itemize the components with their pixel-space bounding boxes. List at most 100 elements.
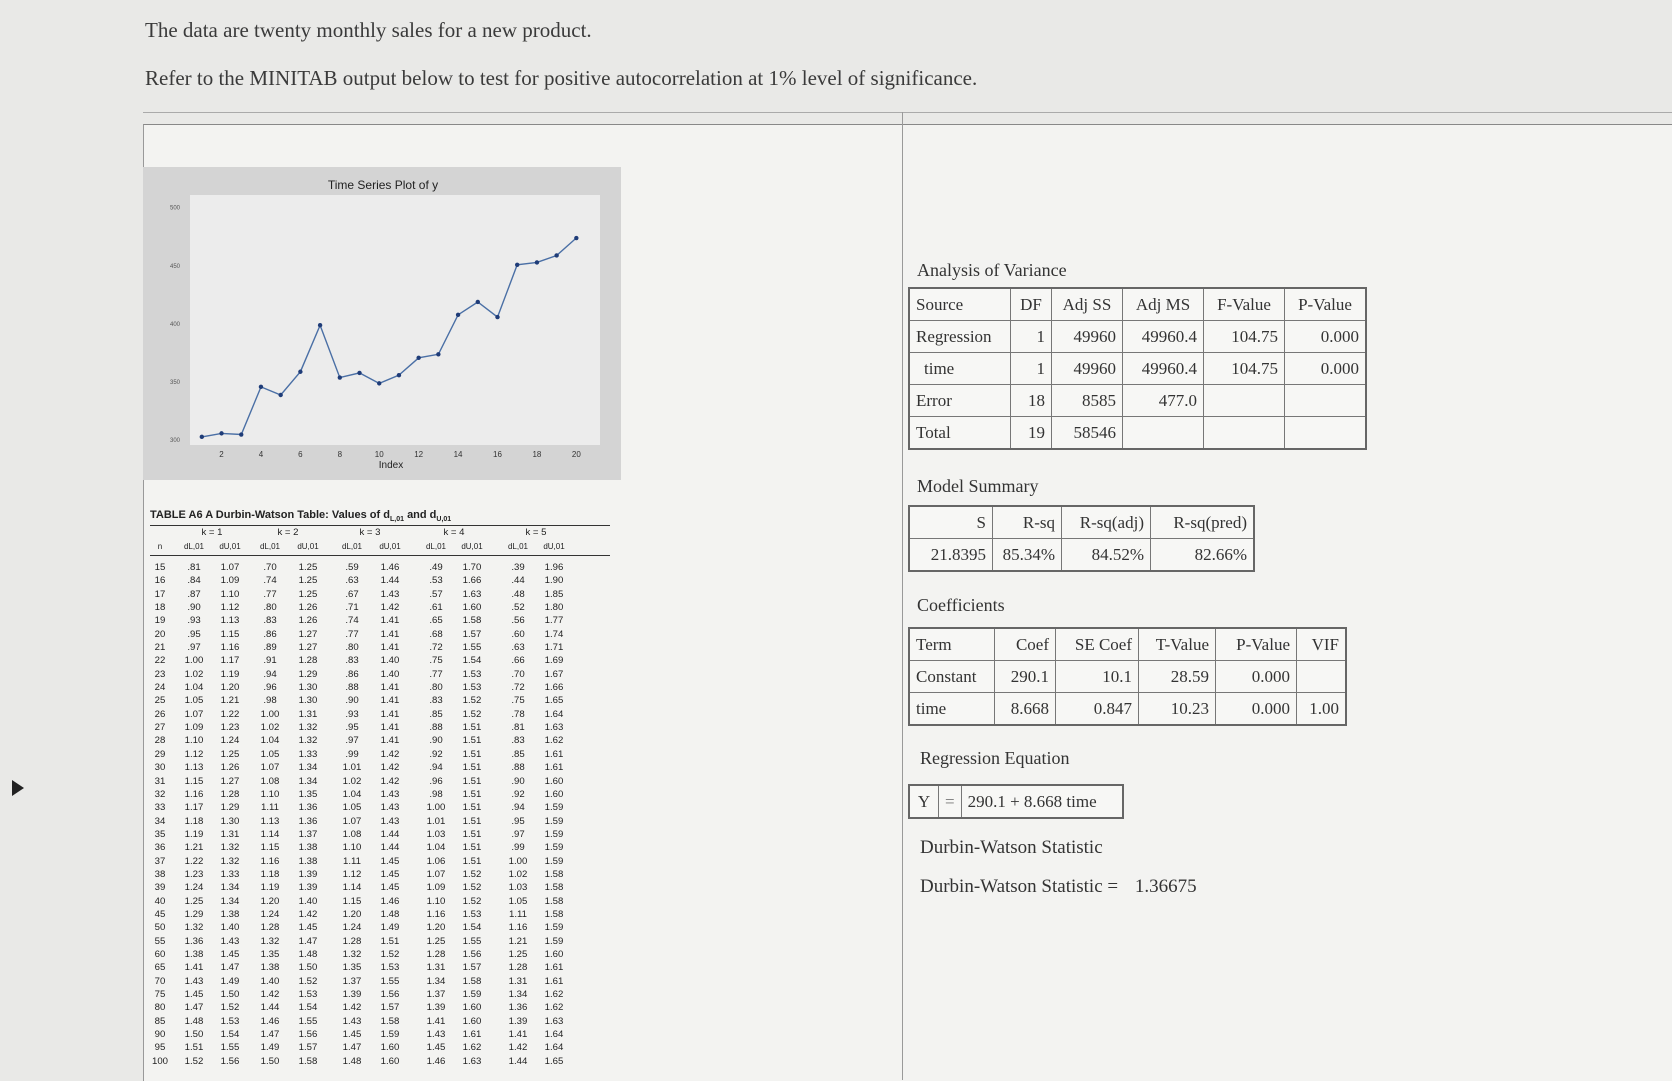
dw-cell: 1.40 bbox=[290, 895, 326, 908]
dw-cell: 1.41 bbox=[418, 1015, 454, 1028]
dw-cell: 1.41 bbox=[372, 708, 408, 721]
dw-cell: 39 bbox=[150, 881, 170, 894]
dw-cell: 1.52 bbox=[454, 868, 490, 881]
x-tick-label: 16 bbox=[493, 450, 502, 459]
dw-cell: 1.54 bbox=[212, 1028, 248, 1041]
dw-statistic-value: 1.36675 bbox=[1135, 876, 1197, 897]
dw-cell: .97 bbox=[176, 641, 212, 654]
dw-cell: .70 bbox=[252, 561, 288, 574]
x-tick-label: 8 bbox=[338, 450, 343, 459]
dw-cell: .89 bbox=[252, 641, 288, 654]
dw-cell: 1.15 bbox=[334, 895, 370, 908]
dw-cell: 1.39 bbox=[334, 988, 370, 1001]
dw-cell: .85 bbox=[418, 708, 454, 721]
ms-h-s: S bbox=[909, 506, 993, 539]
dw-cell: 1.55 bbox=[454, 935, 490, 948]
dw-title-tail: and d bbox=[407, 509, 436, 521]
dw-cell: 45 bbox=[150, 908, 170, 921]
dw-cell: 1.67 bbox=[536, 668, 572, 681]
dw-cell: .94 bbox=[418, 761, 454, 774]
dw-cell: .67 bbox=[334, 588, 370, 601]
dw-cell: 1.53 bbox=[372, 961, 408, 974]
data-point bbox=[278, 393, 282, 397]
data-point bbox=[515, 263, 519, 267]
dw-cell: 1.15 bbox=[212, 628, 248, 641]
dw-cell: 1.59 bbox=[454, 988, 490, 1001]
dw-cell: 1.64 bbox=[536, 1041, 572, 1054]
dw-sub-header: dU,01 bbox=[536, 540, 572, 553]
dw-cell: 1.55 bbox=[372, 975, 408, 988]
dw-cell: .57 bbox=[418, 588, 454, 601]
dw-cell: 1.43 bbox=[372, 588, 408, 601]
dw-cell: 1.36 bbox=[290, 801, 326, 814]
data-point bbox=[239, 432, 243, 436]
anova-cell bbox=[1204, 417, 1285, 450]
dw-cell: .97 bbox=[334, 734, 370, 747]
dw-cell: 15 bbox=[150, 561, 170, 574]
dw-cell: 26 bbox=[150, 708, 170, 721]
dw-cell: 1.19 bbox=[176, 828, 212, 841]
regression-equation-row: Y = 290.1 + 8.668 time bbox=[909, 785, 1123, 818]
dw-cell: 1.51 bbox=[454, 748, 490, 761]
dw-cell: 1.42 bbox=[372, 601, 408, 614]
dw-cell: 1.20 bbox=[252, 895, 288, 908]
dw-cell: 1.16 bbox=[500, 921, 536, 934]
dw-cell: 1.34 bbox=[500, 988, 536, 1001]
dw-cell: 1.05 bbox=[176, 694, 212, 707]
dw-k-header: k = 3 bbox=[340, 526, 400, 539]
dw-cell: 1.34 bbox=[212, 881, 248, 894]
dw-cell: 1.07 bbox=[176, 708, 212, 721]
dw-cell: 1.34 bbox=[418, 975, 454, 988]
dw-column-dU1: 1.071.091.101.121.131.151.161.171.191.20… bbox=[212, 561, 248, 1068]
dw-cell: .77 bbox=[418, 668, 454, 681]
dw-cell: 1.43 bbox=[418, 1028, 454, 1041]
dw-cell: 1.30 bbox=[290, 681, 326, 694]
dw-cell: 1.60 bbox=[454, 601, 490, 614]
dw-cell: .56 bbox=[500, 614, 536, 627]
dw-table-title: TABLE A6 A Durbin-Watson Table: Values o… bbox=[150, 509, 451, 523]
dw-cell: 1.41 bbox=[372, 641, 408, 654]
dw-cell: 28 bbox=[150, 734, 170, 747]
x-tick-label: 4 bbox=[259, 450, 264, 459]
dw-cell: .72 bbox=[418, 641, 454, 654]
dw-cell: 1.59 bbox=[536, 935, 572, 948]
dw-cell: .88 bbox=[500, 761, 536, 774]
dw-sub-header: dL,01 bbox=[334, 540, 370, 553]
x-tick-label: 2 bbox=[219, 450, 224, 459]
dw-cell: 1.28 bbox=[418, 948, 454, 961]
y-tick-label: 350 bbox=[170, 380, 181, 386]
dw-cell: 1.02 bbox=[334, 775, 370, 788]
dw-cell: 1.42 bbox=[372, 748, 408, 761]
dw-cell: 1.30 bbox=[212, 815, 248, 828]
play-arrow-icon[interactable] bbox=[12, 780, 24, 796]
dw-cell: 1.48 bbox=[372, 908, 408, 921]
coef-row-constant: Constant 290.1 10.1 28.59 0.000 bbox=[909, 661, 1346, 693]
dw-cell: 1.58 bbox=[454, 975, 490, 988]
dw-cell: 1.02 bbox=[500, 868, 536, 881]
dw-cell: 1.46 bbox=[372, 561, 408, 574]
dw-cell: 1.18 bbox=[176, 815, 212, 828]
dw-cell: 25 bbox=[150, 694, 170, 707]
dw-cell: 1.12 bbox=[334, 868, 370, 881]
dw-cell: .78 bbox=[500, 708, 536, 721]
dw-cell: 1.32 bbox=[176, 921, 212, 934]
dw-cell: 1.28 bbox=[500, 961, 536, 974]
dw-rule-mid bbox=[150, 555, 610, 556]
dw-cell: .96 bbox=[418, 775, 454, 788]
dw-cell: 1.08 bbox=[334, 828, 370, 841]
dw-cell: 1.51 bbox=[176, 1041, 212, 1054]
dw-cell: .90 bbox=[334, 694, 370, 707]
equation-y: Y bbox=[909, 785, 939, 818]
regression-equation-heading: Regression Equation bbox=[920, 748, 1069, 769]
dw-k-header: k = 1 bbox=[182, 526, 242, 539]
dw-cell: 1.74 bbox=[536, 628, 572, 641]
dw-cell: 1.51 bbox=[454, 801, 490, 814]
data-point bbox=[219, 431, 223, 435]
dw-cell: 1.49 bbox=[252, 1041, 288, 1054]
dw-cell: 1.50 bbox=[176, 1028, 212, 1041]
dw-cell: 1.41 bbox=[372, 614, 408, 627]
dw-cell: 1.38 bbox=[176, 948, 212, 961]
dw-cell: 1.39 bbox=[500, 1015, 536, 1028]
data-point bbox=[298, 370, 302, 374]
dw-cell: 65 bbox=[150, 961, 170, 974]
